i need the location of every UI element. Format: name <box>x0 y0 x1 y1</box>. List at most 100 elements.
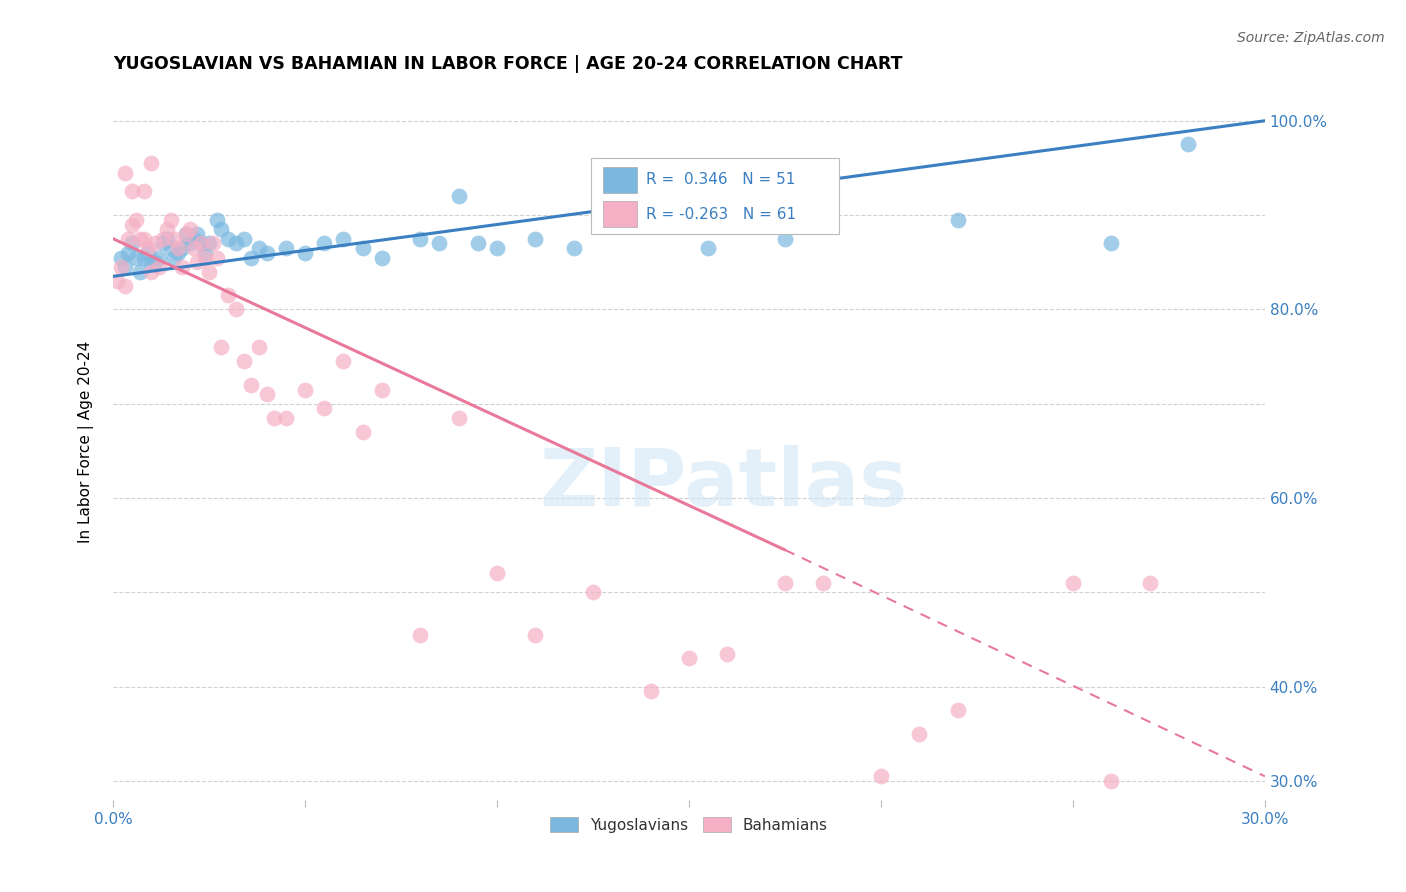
Point <box>198 236 221 251</box>
Point <box>225 236 247 251</box>
Text: YUGOSLAVIAN VS BAHAMIAN IN LABOR FORCE | AGE 20-24 CORRELATION CHART: YUGOSLAVIAN VS BAHAMIAN IN LABOR FORCE |… <box>112 55 903 73</box>
Point <box>105 274 128 288</box>
Point <box>121 236 143 251</box>
Point <box>163 251 186 265</box>
Point <box>716 647 738 661</box>
Point <box>186 255 208 269</box>
Point <box>773 232 796 246</box>
Point <box>352 241 374 255</box>
Text: R =  0.346   N = 51: R = 0.346 N = 51 <box>647 172 796 187</box>
Point <box>409 232 432 246</box>
Point <box>371 383 394 397</box>
Point <box>163 232 186 246</box>
Point <box>429 236 451 251</box>
Point <box>274 410 297 425</box>
Point <box>409 628 432 642</box>
Point <box>114 260 136 274</box>
Point <box>194 251 217 265</box>
Point <box>159 241 181 255</box>
Point <box>946 212 969 227</box>
Point <box>640 684 662 698</box>
Point <box>247 241 270 255</box>
Point <box>172 260 194 274</box>
Point <box>128 265 150 279</box>
Point <box>114 278 136 293</box>
Point <box>152 232 174 246</box>
Point <box>141 156 163 170</box>
Point <box>179 236 201 251</box>
Point <box>117 245 139 260</box>
Point <box>232 232 254 246</box>
Point <box>1099 236 1122 251</box>
Point <box>141 255 163 269</box>
Point <box>678 651 700 665</box>
Point <box>294 383 316 397</box>
Point <box>524 628 547 642</box>
Point <box>205 212 228 227</box>
Point <box>194 245 217 260</box>
Point <box>179 222 201 236</box>
Point <box>186 227 208 241</box>
Point <box>332 354 354 368</box>
Text: R = -0.263   N = 61: R = -0.263 N = 61 <box>647 207 796 222</box>
Point <box>371 251 394 265</box>
Point <box>217 288 239 302</box>
Point <box>167 245 190 260</box>
Point <box>240 251 263 265</box>
Point <box>1139 575 1161 590</box>
Point <box>314 236 336 251</box>
Point <box>143 236 166 251</box>
Point <box>174 227 197 241</box>
Point <box>114 166 136 180</box>
Text: ZIPatlas: ZIPatlas <box>540 445 908 524</box>
Point <box>217 232 239 246</box>
Point <box>620 212 643 227</box>
Point <box>209 222 232 236</box>
Point <box>190 236 212 251</box>
Point <box>697 241 720 255</box>
Point <box>294 245 316 260</box>
Point <box>485 566 508 581</box>
Point <box>562 241 585 255</box>
Point <box>143 255 166 269</box>
Point <box>183 241 205 255</box>
Point <box>232 354 254 368</box>
Point <box>132 251 155 265</box>
Legend: Yugoslavians, Bahamians: Yugoslavians, Bahamians <box>544 811 834 838</box>
Point <box>1062 575 1084 590</box>
Point <box>447 189 470 203</box>
Point <box>148 260 170 274</box>
Point <box>125 212 148 227</box>
Point <box>447 410 470 425</box>
Point <box>467 236 489 251</box>
Point <box>132 185 155 199</box>
Point <box>247 340 270 354</box>
FancyBboxPatch shape <box>591 158 839 234</box>
Point <box>314 401 336 416</box>
Point <box>156 222 179 236</box>
FancyBboxPatch shape <box>603 167 637 193</box>
FancyBboxPatch shape <box>603 202 637 227</box>
Point <box>174 227 197 241</box>
Point <box>201 236 224 251</box>
Point <box>263 410 285 425</box>
Point <box>332 232 354 246</box>
Point <box>225 302 247 317</box>
Point <box>198 265 221 279</box>
Point <box>870 769 893 783</box>
Point <box>256 245 278 260</box>
Point <box>813 575 835 590</box>
Point <box>117 232 139 246</box>
Point <box>136 241 159 255</box>
Point <box>136 245 159 260</box>
Point <box>125 251 148 265</box>
Point <box>582 585 605 599</box>
Point <box>132 232 155 246</box>
Point <box>946 703 969 717</box>
Point <box>110 260 132 274</box>
Point <box>128 232 150 246</box>
Point <box>908 727 931 741</box>
Point <box>167 241 190 255</box>
Point <box>773 575 796 590</box>
Point <box>352 425 374 439</box>
